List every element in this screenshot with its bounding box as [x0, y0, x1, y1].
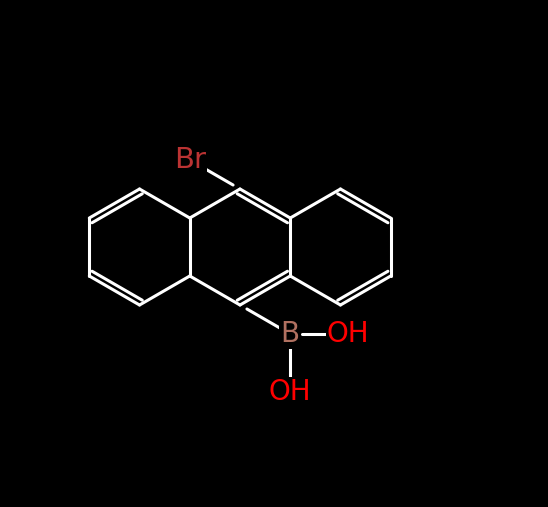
Text: OH: OH — [327, 320, 369, 348]
Text: Br: Br — [174, 146, 206, 174]
Text: B: B — [281, 320, 300, 348]
Text: OH: OH — [269, 378, 312, 406]
